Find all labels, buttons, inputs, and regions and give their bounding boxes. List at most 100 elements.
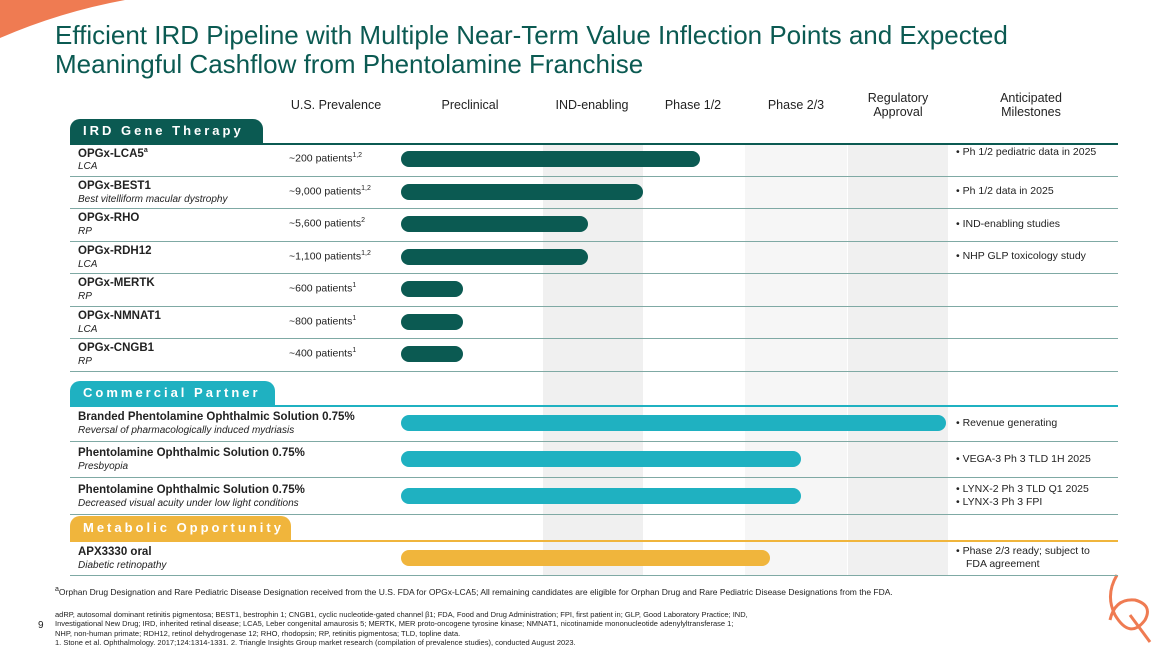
program-name: OPGx-LCA5a	[78, 147, 148, 161]
row-rule	[70, 240, 1118, 242]
indication: Decreased visual acuity under low light …	[78, 497, 299, 509]
prevalence: ~800 patients1	[289, 314, 357, 328]
program-name: Branded Phentolamine Ophthalmic Solution…	[78, 411, 355, 424]
footnote: aOrphan Drug Designation and Rare Pediat…	[55, 586, 893, 597]
superscript: 1,2	[361, 184, 371, 192]
title: Meaningful Cashflow from Phentolamine Fr…	[55, 49, 644, 79]
milestones: Phase 2/3 ready; subject to FDA agreemen…	[956, 545, 1106, 571]
milestones: VEGA-3 Ph 3 TLD 1H 2025	[956, 453, 1106, 466]
milestone: Ph 1/2 data in 2025	[956, 185, 1106, 198]
milestone: NHP GLP toxicology study	[956, 250, 1106, 263]
milestones: Ph 1/2 data in 2025	[956, 185, 1106, 198]
indication: Presbyopia	[78, 461, 129, 473]
milestones: LYNX-2 Ph 3 TLD Q1 2025LYNX-3 Ph 3 FPI	[956, 483, 1106, 509]
column-header: Phase 2/3	[767, 98, 825, 112]
milestone: Revenue generating	[956, 417, 1106, 430]
footnote-text: Orphan Drug Designation and Rare Pediatr…	[58, 586, 893, 597]
stage-bar	[401, 549, 770, 566]
milestones: NHP GLP toxicology study	[956, 250, 1106, 263]
milestone: Ph 1/2 pediatric data in 2025	[956, 146, 1106, 159]
milestones: Ph 1/2 pediatric data in 2025	[956, 146, 1106, 159]
superscript: a	[143, 147, 148, 155]
column-shade	[848, 143, 948, 575]
footnote: NHP, non-human primate; RDH12, retinol d…	[55, 629, 460, 638]
milestone: Phase 2/3 ready; subject to FDA agreemen…	[956, 545, 1106, 571]
column-header: Preclinical	[441, 98, 499, 112]
stage-bar	[401, 346, 463, 363]
prevalence: ~600 patients1	[289, 282, 357, 295]
stage-bar	[401, 313, 463, 330]
superscript: 1	[352, 347, 357, 355]
superscript: 1,2	[361, 249, 371, 257]
indication: RP	[78, 226, 92, 238]
footnote: Investigational New Drug; IRD, inherited…	[55, 619, 733, 628]
indication: LCA	[78, 323, 98, 335]
footnote-text: Investigational New Drug; IRD, inherited…	[55, 619, 734, 628]
stage-bar	[401, 248, 588, 265]
indication: LCA	[78, 258, 98, 270]
corner-swoosh	[0, 0, 125, 38]
program-name: Phentolamine Ophthalmic Solution 0.75%	[78, 483, 305, 496]
row-rule	[70, 370, 1118, 372]
footnote-text: 1. Stone et al. Ophthalmology. 2017;124:…	[55, 638, 576, 647]
page-number: 9	[38, 620, 44, 631]
footnote: adRP, autosomal dominant retinitis pigme…	[55, 610, 748, 619]
program-name: OPGx-CNGB1	[78, 342, 155, 355]
footnote-text: NHP, non-human primate; RDH12, retinol d…	[55, 628, 461, 638]
program-name: OPGx-NMNAT1	[78, 309, 161, 322]
stage-bar	[401, 415, 946, 432]
row-rule	[70, 477, 1118, 479]
column-header: Regulatory Approval	[867, 91, 929, 119]
prevalence: ~5,600 patients2	[289, 217, 366, 230]
footnote: 1. Stone et al. Ophthalmology. 2017;124:…	[55, 638, 576, 647]
program-name: APX3330 oral	[78, 545, 152, 558]
superscript: 1	[352, 314, 357, 322]
row-rule	[70, 338, 1118, 339]
column-header: Phase 1/2	[664, 98, 722, 112]
milestones: Revenue generating	[956, 417, 1106, 430]
superscript: 2	[361, 217, 366, 225]
program-name: Phentolamine Ophthalmic Solution 0.75%	[78, 447, 305, 460]
program-name: OPGx-BEST1	[78, 179, 151, 192]
section-rule	[70, 405, 1118, 407]
milestone: LYNX-2 Ph 3 TLD Q1 2025	[956, 483, 1106, 496]
indication: Best vitelliform macular dystrophy	[78, 193, 228, 205]
footnote-mark: a	[55, 586, 59, 593]
indication: Diabetic retinopathy	[78, 559, 167, 571]
row-rule	[70, 208, 1118, 209]
column-header: IND-enabling	[555, 98, 629, 112]
program-name: OPGx-MERTK	[78, 277, 155, 290]
stage-bar	[401, 216, 588, 233]
program-name: OPGx-RHO	[78, 212, 140, 225]
indication: RP	[78, 291, 92, 303]
milestone: VEGA-3 Ph 3 TLD 1H 2025	[956, 453, 1106, 466]
section-label: IRD Gene Therapy	[70, 119, 263, 143]
row-rule	[70, 441, 1118, 443]
milestone: IND-enabling studies	[956, 218, 1106, 231]
program-name: OPGx-RDH12	[78, 244, 152, 257]
section-label: Commercial Partner	[70, 381, 275, 405]
prevalence: ~400 patients1	[289, 347, 357, 360]
column-header: U.S. Prevalence	[290, 98, 382, 112]
milestones: IND-enabling studies	[956, 218, 1106, 231]
milestone: LYNX-3 Ph 3 FPI	[956, 496, 1106, 509]
row-rule	[70, 305, 1118, 307]
superscript: 1,2	[352, 152, 363, 160]
indication: LCA	[78, 161, 98, 173]
stage-bar	[401, 151, 700, 168]
row-rule	[70, 513, 1118, 515]
stage-bar	[401, 183, 643, 200]
row-rule	[70, 273, 1118, 274]
stage-bar	[401, 281, 463, 298]
indication: RP	[78, 356, 92, 368]
section-rule	[70, 540, 1118, 542]
prevalence: ~1,100 patients1,2	[289, 249, 371, 263]
footnote-text: adRP, autosomal dominant retinitis pigme…	[55, 609, 748, 619]
prevalence: ~9,000 patients1,2	[289, 184, 371, 198]
section-label: Metabolic Opportunity	[70, 516, 291, 540]
column-header: Anticipated Milestones	[1000, 91, 1062, 119]
logo	[1108, 574, 1152, 643]
section-rule	[70, 143, 1118, 145]
title: Efficient IRD Pipeline with Multiple Nea…	[55, 20, 1008, 50]
